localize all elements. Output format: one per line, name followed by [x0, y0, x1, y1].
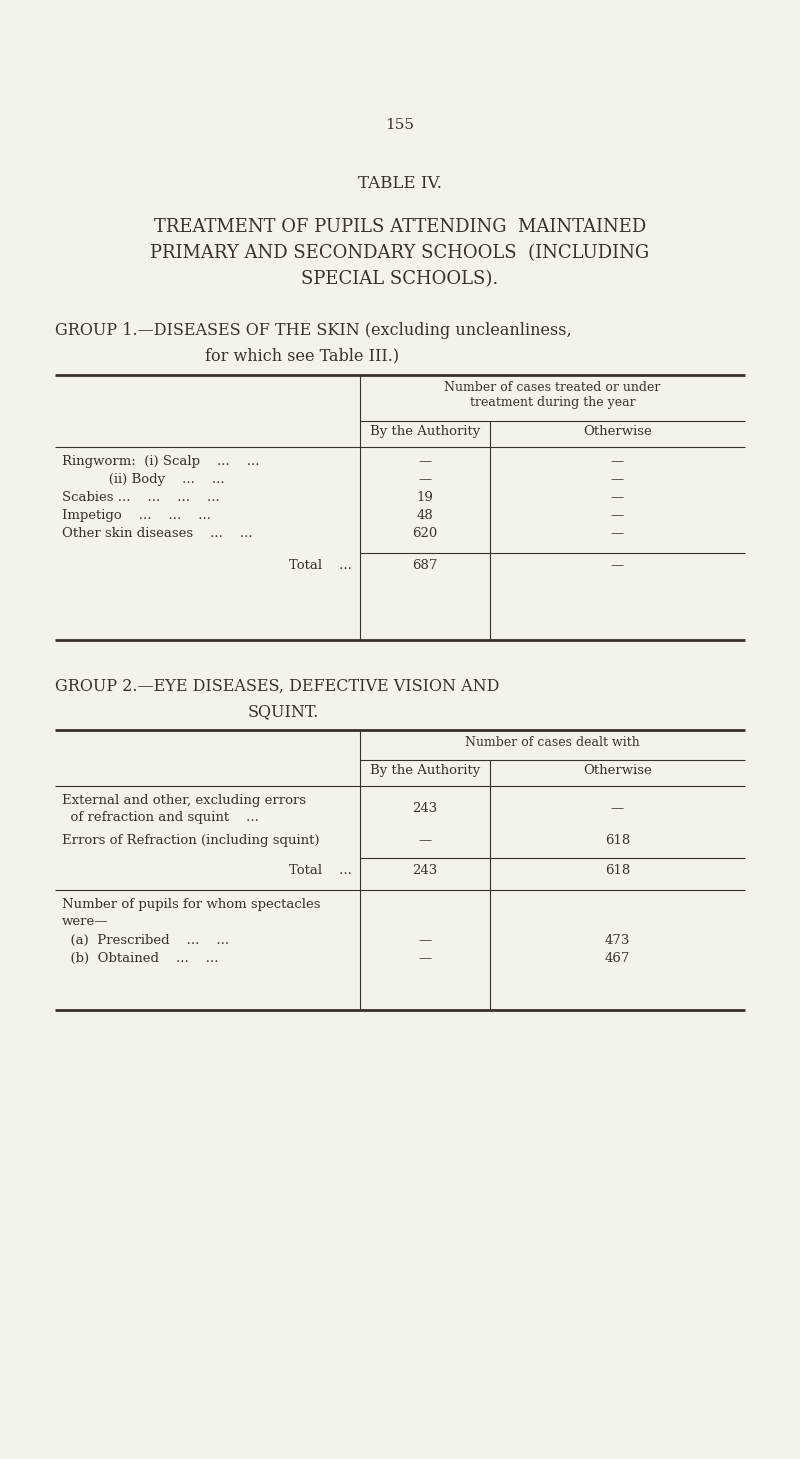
Text: External and other, excluding errors: External and other, excluding errors: [62, 794, 306, 807]
Text: —: —: [418, 953, 432, 964]
Text: SPECIAL SCHOOLS).: SPECIAL SCHOOLS).: [302, 270, 498, 287]
Text: TABLE IV.: TABLE IV.: [358, 175, 442, 193]
Text: 473: 473: [605, 934, 630, 947]
Text: 620: 620: [412, 527, 438, 540]
Text: Number of pupils for whom spectacles: Number of pupils for whom spectacles: [62, 897, 321, 910]
Text: Number of cases dealt with: Number of cases dealt with: [465, 735, 640, 748]
Text: TREATMENT OF PUPILS ATTENDING  MAINTAINED: TREATMENT OF PUPILS ATTENDING MAINTAINED: [154, 217, 646, 236]
Text: Ringworm:  (i) Scalp    ...    ...: Ringworm: (i) Scalp ... ...: [62, 455, 259, 468]
Text: —: —: [611, 509, 624, 522]
Text: —: —: [611, 802, 624, 816]
Text: By the Authority: By the Authority: [370, 765, 480, 778]
Text: were—: were—: [62, 915, 109, 928]
Text: By the Authority: By the Authority: [370, 425, 480, 438]
Text: 48: 48: [417, 509, 434, 522]
Text: 243: 243: [412, 802, 438, 816]
Text: Other skin diseases    ...    ...: Other skin diseases ... ...: [62, 527, 253, 540]
Text: —: —: [418, 455, 432, 468]
Text: —: —: [611, 527, 624, 540]
Text: (b)  Obtained    ...    ...: (b) Obtained ... ...: [62, 953, 218, 964]
Text: —: —: [418, 835, 432, 848]
Text: GROUP 1.—DISEASES OF THE SKIN (excluding uncleanliness,: GROUP 1.—DISEASES OF THE SKIN (excluding…: [55, 322, 572, 338]
Text: Errors of Refraction (including squint): Errors of Refraction (including squint): [62, 835, 319, 848]
Text: —: —: [611, 492, 624, 503]
Text: Otherwise: Otherwise: [583, 765, 652, 778]
Text: Number of cases treated or under
treatment during the year: Number of cases treated or under treatme…: [444, 381, 661, 409]
Text: Scabies ...    ...    ...    ...: Scabies ... ... ... ...: [62, 492, 220, 503]
Text: —: —: [611, 473, 624, 486]
Text: Impetigo    ...    ...    ...: Impetigo ... ... ...: [62, 509, 211, 522]
Text: (ii) Body    ...    ...: (ii) Body ... ...: [62, 473, 225, 486]
Text: of refraction and squint    ...: of refraction and squint ...: [62, 811, 259, 824]
Text: —: —: [611, 559, 624, 572]
Text: 19: 19: [417, 492, 434, 503]
Text: 155: 155: [386, 118, 414, 131]
Text: —: —: [611, 455, 624, 468]
Text: Total    ...: Total ...: [289, 559, 352, 572]
Text: 243: 243: [412, 864, 438, 877]
Text: 618: 618: [605, 835, 630, 848]
Text: —: —: [418, 934, 432, 947]
Text: for which see Table III.): for which see Table III.): [205, 347, 399, 363]
Text: 467: 467: [605, 953, 630, 964]
Text: 687: 687: [412, 559, 438, 572]
Text: SQUINT.: SQUINT.: [248, 703, 319, 719]
Text: —: —: [418, 473, 432, 486]
Text: Otherwise: Otherwise: [583, 425, 652, 438]
Text: 618: 618: [605, 864, 630, 877]
Text: GROUP 2.—EYE DISEASES, DEFECTIVE VISION AND: GROUP 2.—EYE DISEASES, DEFECTIVE VISION …: [55, 678, 499, 694]
Text: PRIMARY AND SECONDARY SCHOOLS  (INCLUDING: PRIMARY AND SECONDARY SCHOOLS (INCLUDING: [150, 244, 650, 263]
Text: (a)  Prescribed    ...    ...: (a) Prescribed ... ...: [62, 934, 229, 947]
Text: Total    ...: Total ...: [289, 864, 352, 877]
